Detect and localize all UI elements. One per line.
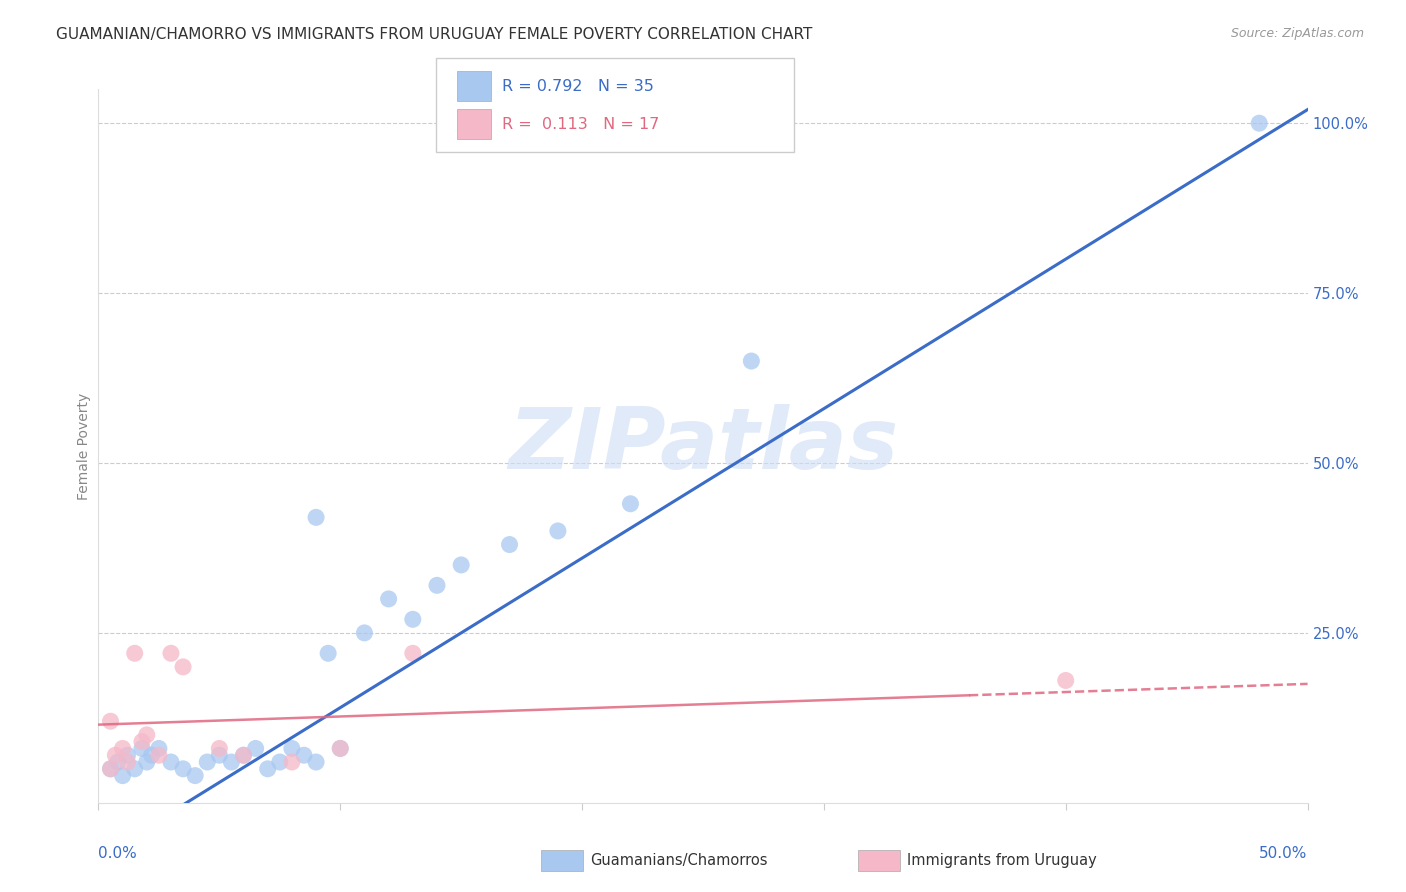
Point: [124, 762, 146, 776]
Point: [232, 748, 254, 763]
Point: [135, 755, 157, 769]
Point: [377, 591, 399, 606]
Point: [141, 748, 163, 763]
Text: 50.0%: 50.0%: [1260, 846, 1308, 861]
Point: [245, 741, 267, 756]
Point: [619, 497, 641, 511]
Point: [117, 748, 139, 763]
Point: [498, 537, 520, 551]
Point: [135, 728, 157, 742]
Point: [107, 755, 129, 769]
Point: [1054, 673, 1077, 688]
Point: [256, 762, 278, 776]
Point: [329, 741, 352, 756]
Point: [329, 741, 352, 756]
Point: [172, 762, 194, 776]
Text: R =  0.113   N = 17: R = 0.113 N = 17: [502, 117, 659, 132]
Point: [232, 748, 254, 763]
Text: GUAMANIAN/CHAMORRO VS IMMIGRANTS FROM URUGUAY FEMALE POVERTY CORRELATION CHART: GUAMANIAN/CHAMORRO VS IMMIGRANTS FROM UR…: [56, 27, 813, 42]
Point: [305, 755, 328, 769]
Point: [281, 741, 304, 756]
Y-axis label: Female Poverty: Female Poverty: [77, 392, 91, 500]
Point: [172, 660, 194, 674]
Point: [316, 646, 339, 660]
Point: [450, 558, 472, 572]
Point: [160, 755, 183, 769]
Point: [1249, 116, 1271, 130]
Point: [426, 578, 449, 592]
Point: [221, 755, 243, 769]
Point: [195, 755, 218, 769]
Point: [124, 646, 146, 660]
Text: R = 0.792   N = 35: R = 0.792 N = 35: [502, 78, 654, 94]
Text: ZIPatlas: ZIPatlas: [508, 404, 898, 488]
Point: [353, 626, 375, 640]
Point: [100, 762, 122, 776]
Point: [281, 755, 304, 769]
Point: [292, 748, 315, 763]
Point: [100, 762, 122, 776]
Point: [148, 748, 170, 763]
Text: 0.0%: 0.0%: [98, 846, 138, 861]
Point: [208, 748, 231, 763]
Point: [131, 741, 153, 756]
Point: [402, 612, 425, 626]
Text: Source: ZipAtlas.com: Source: ZipAtlas.com: [1230, 27, 1364, 40]
Text: Immigrants from Uruguay: Immigrants from Uruguay: [907, 854, 1097, 868]
Text: Guamanians/Chamorros: Guamanians/Chamorros: [591, 854, 768, 868]
Point: [547, 524, 569, 538]
Point: [184, 769, 207, 783]
Point: [208, 741, 231, 756]
Point: [117, 755, 139, 769]
Point: [740, 354, 762, 368]
Point: [111, 741, 134, 756]
Point: [269, 755, 291, 769]
Point: [402, 646, 425, 660]
Point: [148, 741, 170, 756]
Point: [305, 510, 328, 524]
Point: [131, 734, 153, 748]
Point: [160, 646, 183, 660]
Point: [100, 714, 122, 729]
Point: [104, 748, 127, 763]
Point: [111, 769, 134, 783]
